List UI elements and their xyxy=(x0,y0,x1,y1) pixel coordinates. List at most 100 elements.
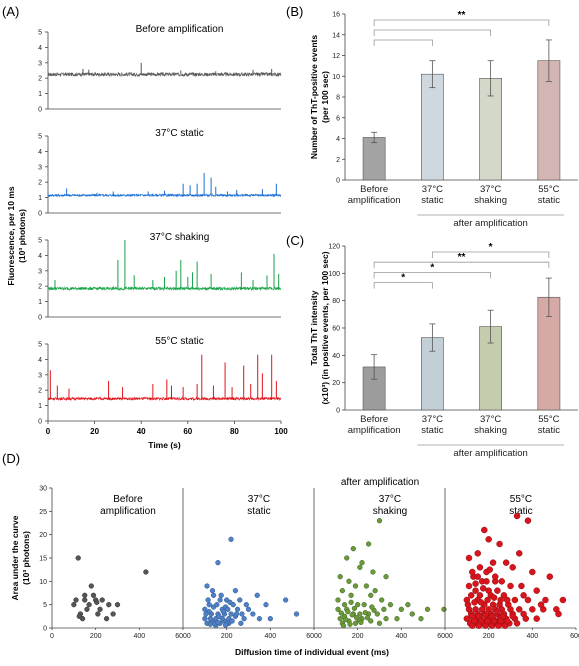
scatter-point xyxy=(398,606,404,612)
category-label: 55°C xyxy=(538,184,559,195)
y-tick-label: 2 xyxy=(38,180,42,187)
scatter-point xyxy=(345,609,351,615)
scatter-point xyxy=(243,602,249,608)
y-tick-label: 16 xyxy=(332,12,340,19)
scatter-point xyxy=(206,602,212,608)
scatter-point xyxy=(88,583,94,589)
scatter-point xyxy=(207,616,213,622)
scatter-point xyxy=(282,597,289,603)
scatter-point xyxy=(250,611,256,617)
scatter-point xyxy=(394,616,400,622)
scatter-point xyxy=(509,613,516,620)
scatter-point xyxy=(515,606,523,613)
scatter-point xyxy=(215,619,221,626)
scatter-point xyxy=(370,569,376,575)
y-tick-label: 0 xyxy=(38,107,42,114)
scatter-panel-title: 37°C xyxy=(248,494,270,505)
scatter-point xyxy=(359,560,365,566)
x-tick-label: 6000 xyxy=(306,633,322,640)
y-axis-title-unit: (x10³) (in positive events, per 100 sec) xyxy=(320,251,330,404)
scatter-point xyxy=(71,602,77,608)
scatter-point xyxy=(484,617,491,625)
scatter-point xyxy=(464,601,472,608)
x-axis-title: Time (s) xyxy=(148,440,181,450)
scatter-point xyxy=(477,599,485,606)
scatter-point xyxy=(362,609,368,616)
bar xyxy=(362,137,386,181)
significance-bracket xyxy=(373,272,492,279)
scatter-point xyxy=(474,550,481,557)
scatter-point xyxy=(369,604,375,610)
scatter-point xyxy=(357,564,363,570)
scatter-point xyxy=(379,597,385,603)
category-label: static xyxy=(421,195,443,206)
y-tick-label: 10 xyxy=(332,74,340,81)
scatter-point xyxy=(338,610,344,616)
scatter-point xyxy=(481,526,488,534)
y-tick-label: 2 xyxy=(336,157,340,164)
scatter-point xyxy=(82,592,88,598)
y-axis-title-unit: (10³ photons) xyxy=(21,531,31,585)
x-tick-label: 200 xyxy=(352,633,364,640)
scatter-point xyxy=(474,573,481,580)
scatter-point xyxy=(387,602,394,608)
scatter-point xyxy=(218,592,224,598)
scatter-point xyxy=(350,546,356,552)
scatter-point xyxy=(227,599,233,605)
y-tick-label: 3 xyxy=(38,268,42,275)
y-tick-label: 25 xyxy=(39,509,47,516)
scatter-point xyxy=(533,615,540,622)
category-label: shaking xyxy=(474,425,507,436)
x-tick-label: 200 xyxy=(221,633,233,640)
scatter-point xyxy=(376,620,383,626)
scatter-panel-title: shaking xyxy=(373,506,407,517)
scatter-point xyxy=(546,573,554,580)
scatter-point xyxy=(355,602,361,608)
scatter-point xyxy=(485,536,492,543)
scatter-point xyxy=(524,517,532,524)
scatter-point xyxy=(232,588,239,594)
scatter-point xyxy=(256,616,263,622)
scatter-point xyxy=(372,588,378,594)
scatter-point xyxy=(337,616,343,622)
scatter-point xyxy=(529,606,536,613)
scatter-point xyxy=(376,518,383,524)
fluorescence-trace xyxy=(47,71,282,78)
scatter-point xyxy=(476,564,484,571)
scatter-point xyxy=(238,620,244,626)
y-tick-label: 1 xyxy=(38,195,42,202)
scatter-panel-title: static xyxy=(509,506,532,517)
y-tick-label: 8 xyxy=(336,95,340,102)
scatter-point xyxy=(343,616,349,623)
scatter-point xyxy=(537,601,545,608)
scatter-point xyxy=(347,621,353,627)
scatter-point xyxy=(533,587,540,594)
scatter-point xyxy=(222,622,229,628)
y-tick-label: 4 xyxy=(38,253,42,260)
scatter-point xyxy=(559,596,567,604)
trace-title: Before amplification xyxy=(136,24,224,35)
scatter-point xyxy=(215,560,221,566)
scatter-point xyxy=(203,611,209,617)
scatter-point xyxy=(228,611,234,617)
y-tick-label: 20 xyxy=(332,380,340,387)
y-tick-label: 5 xyxy=(38,238,42,245)
significance-bracket xyxy=(431,251,550,258)
category-label: 37°C xyxy=(480,184,501,195)
scatter-point xyxy=(520,592,527,599)
group-label: after amplification xyxy=(453,448,527,459)
x-tick-label: 100 xyxy=(274,427,288,436)
y-tick-label: 12 xyxy=(332,53,340,60)
scatter-point xyxy=(348,592,354,598)
scatter-point xyxy=(368,592,374,598)
scatter-panel-title: Before xyxy=(113,494,143,505)
category-label: 55°C xyxy=(538,414,559,425)
scatter-point xyxy=(97,606,103,612)
significance-bracket xyxy=(373,282,433,289)
scatter-point xyxy=(357,611,363,617)
scatter-point xyxy=(484,596,491,604)
x-tick-label: 0 xyxy=(50,633,54,640)
y-tick-label: 120 xyxy=(328,244,340,251)
significance-bracket xyxy=(373,29,492,36)
scatter-point xyxy=(513,512,521,520)
